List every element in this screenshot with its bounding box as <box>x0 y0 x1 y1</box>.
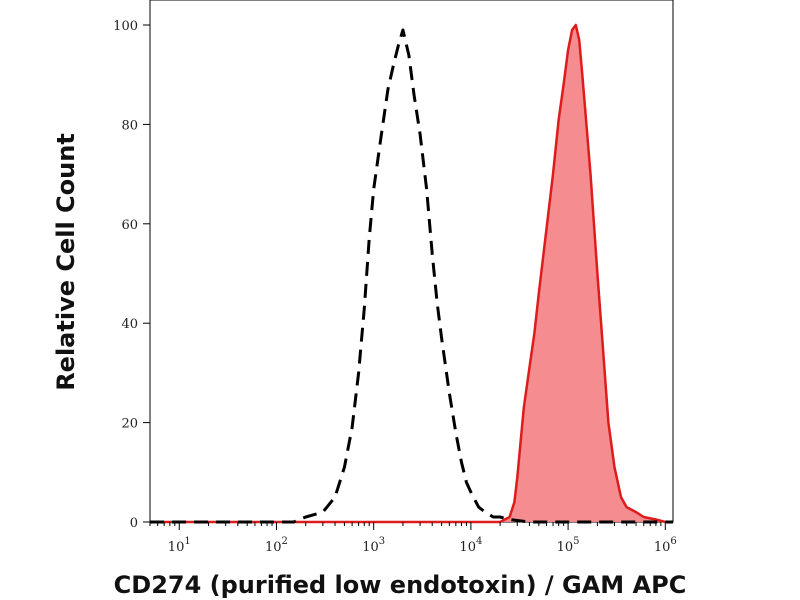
x-tick-label: 102 <box>265 536 288 555</box>
y-tick-label: 60 <box>121 218 138 233</box>
y-axis-ticks: 0 20 40 60 80 100 <box>113 19 150 531</box>
y-tick-label: 20 <box>121 417 138 432</box>
y-tick-label: 0 <box>130 516 138 531</box>
series-layer <box>150 23 673 524</box>
x-axis-ticks: 101 102 103 104 105 106 <box>149 522 677 555</box>
x-tick-label: 105 <box>557 536 580 555</box>
x-tick-label: 101 <box>168 536 191 555</box>
x-tick-label: 104 <box>459 536 482 555</box>
x-axis-title: CD274 (purified low endotoxin) / GAM APC <box>114 571 687 599</box>
y-tick-label: 100 <box>113 19 138 34</box>
x-tick-label: 106 <box>654 536 677 555</box>
x-tick-label: 103 <box>362 536 385 555</box>
y-tick-label: 40 <box>121 317 138 332</box>
series-line-1 <box>150 23 673 524</box>
series-line-0 <box>150 28 673 524</box>
y-tick-label: 80 <box>121 118 138 133</box>
series-area-1 <box>150 25 673 522</box>
y-axis-title: Relative Cell Count <box>52 133 80 391</box>
